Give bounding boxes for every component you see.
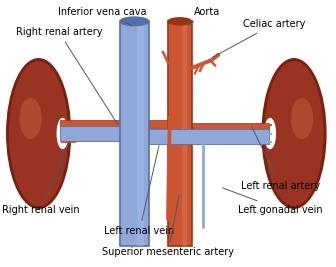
- Ellipse shape: [264, 118, 276, 149]
- Ellipse shape: [56, 118, 69, 149]
- Bar: [149, 129, 269, 144]
- Bar: [60, 120, 168, 128]
- Text: Superior mesenteric artery: Superior mesenteric artery: [102, 195, 234, 257]
- Bar: [182, 21, 187, 246]
- Bar: [60, 126, 120, 141]
- Text: Right renal vein: Right renal vein: [1, 142, 79, 215]
- Text: Left renal vein: Left renal vein: [104, 146, 175, 236]
- Text: Inferior vena cava: Inferior vena cava: [58, 7, 147, 26]
- Ellipse shape: [9, 61, 68, 206]
- Bar: [192, 123, 269, 131]
- Text: Celiac artery: Celiac artery: [212, 19, 305, 57]
- Text: Left renal artery: Left renal artery: [241, 127, 320, 191]
- Text: Aorta: Aorta: [189, 7, 220, 25]
- Ellipse shape: [264, 61, 324, 206]
- Text: Right renal artery: Right renal artery: [15, 27, 118, 124]
- Ellipse shape: [262, 59, 326, 208]
- Ellipse shape: [7, 59, 71, 208]
- Bar: [137, 21, 144, 246]
- Ellipse shape: [19, 98, 42, 139]
- Ellipse shape: [168, 18, 192, 25]
- Bar: [120, 21, 149, 246]
- Ellipse shape: [120, 17, 149, 26]
- Ellipse shape: [291, 98, 313, 139]
- Bar: [168, 21, 192, 246]
- Text: Left gonadal vein: Left gonadal vein: [223, 188, 323, 215]
